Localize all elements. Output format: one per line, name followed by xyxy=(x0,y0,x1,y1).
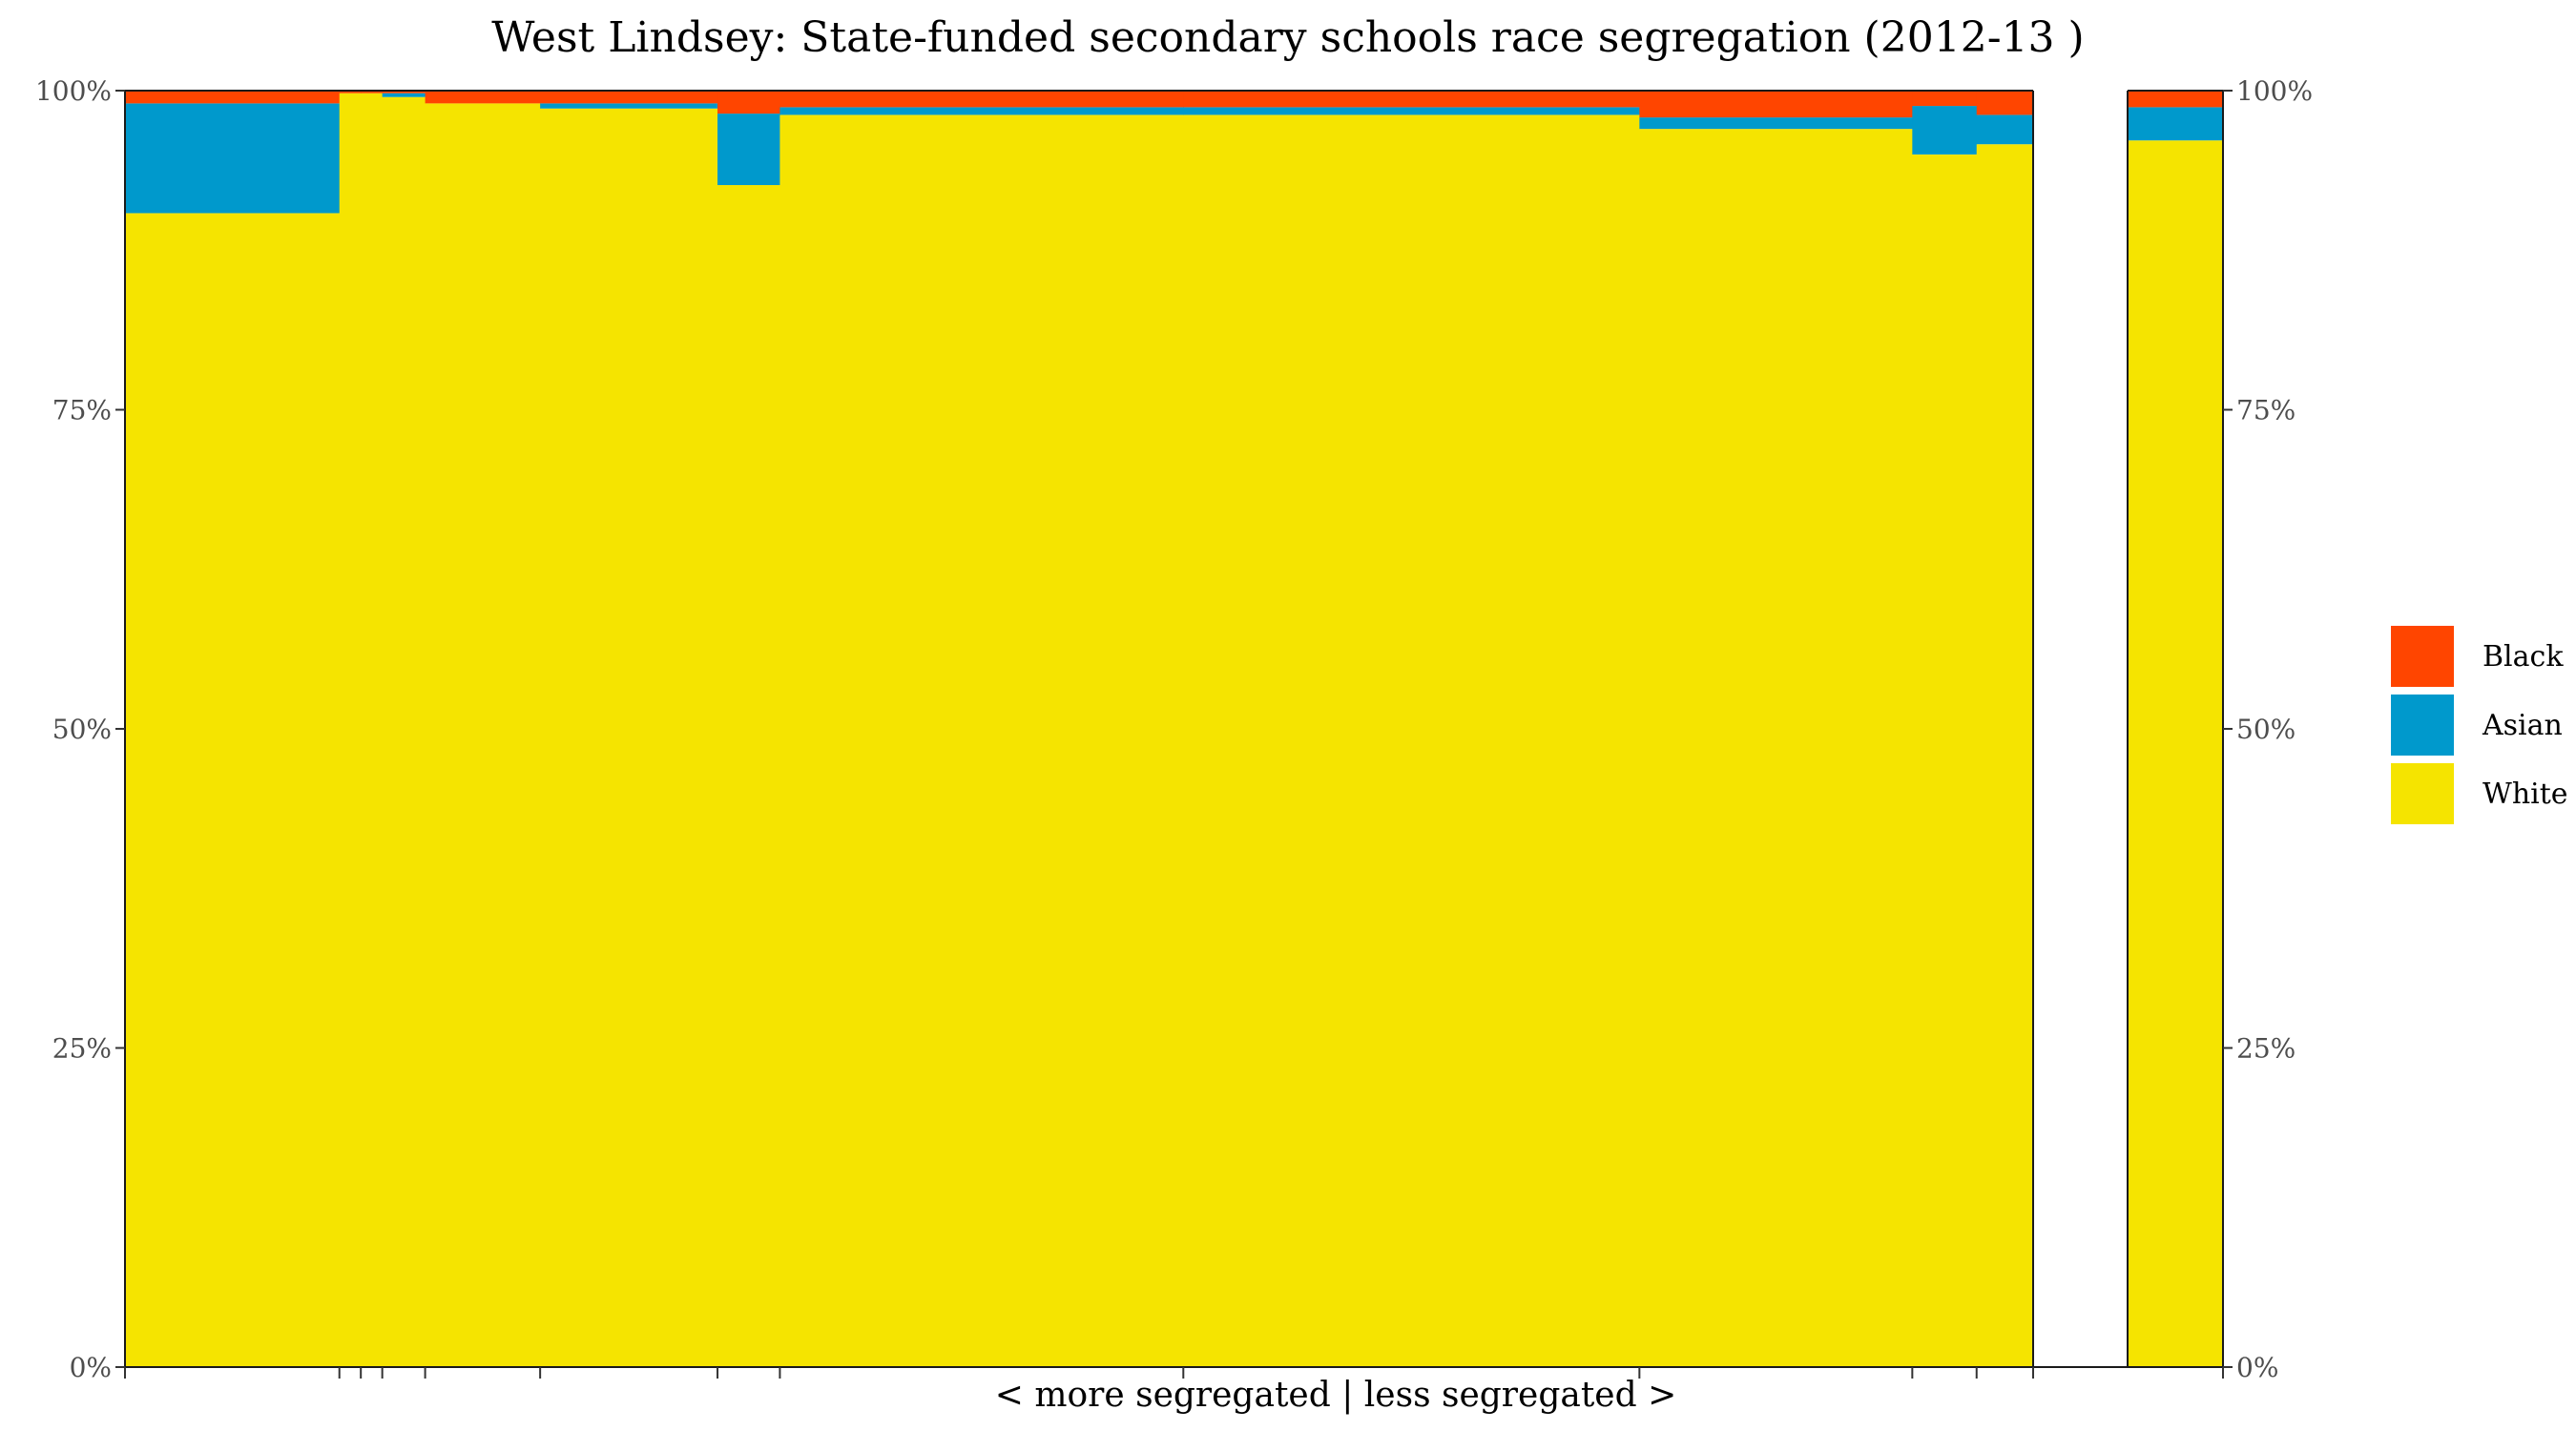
bar-black-school-4 xyxy=(382,91,426,93)
bar-white-school-9 xyxy=(1183,114,1640,1367)
y-tick-label-right: 25% xyxy=(2236,1033,2296,1065)
bar-white-school-1 xyxy=(125,213,341,1367)
bar-black-school-8 xyxy=(779,91,1184,108)
y-tick-label-left: 50% xyxy=(52,714,112,745)
bar-asian-school-1 xyxy=(125,103,341,214)
y-axis-left: 0% 25% 50% 75% 100% xyxy=(35,75,125,1383)
y-axis-right: 0% 25% 50% 75% 100% xyxy=(2223,75,2313,1383)
bar-black-school-7 xyxy=(717,91,781,114)
bar-black-school-3 xyxy=(361,91,384,93)
bar-asian-school-12 xyxy=(1976,114,2034,145)
bar-white-school-7 xyxy=(717,185,781,1368)
bar-black-school-6 xyxy=(540,91,718,104)
axes xyxy=(124,90,2224,1368)
bar-white-school-11 xyxy=(1912,154,1978,1367)
bar-white-school-2 xyxy=(339,93,362,1367)
legend-swatch-white xyxy=(2391,763,2454,824)
y-tick-label-left: 0% xyxy=(70,1352,112,1383)
bar-black-school-1 xyxy=(125,91,341,104)
x-axis-ticks xyxy=(124,1367,2224,1379)
bar-white-school-5 xyxy=(425,103,541,1367)
bar-black-school-11 xyxy=(1912,91,1978,107)
bar-white-school-8 xyxy=(779,114,1184,1367)
legend: Black Asian White xyxy=(2391,626,2568,824)
legend-swatch-asian xyxy=(2391,695,2454,756)
bar-asian-school-4 xyxy=(382,93,426,97)
legend-label-white: White xyxy=(2483,778,2568,811)
bar-asian-total xyxy=(2128,107,2223,141)
bar-white-school-6 xyxy=(540,108,718,1367)
bar-asian-school-7 xyxy=(717,114,781,186)
bar-asian-school-11 xyxy=(1912,106,1978,155)
bar-white-school-10 xyxy=(1639,129,1913,1367)
bar-asian-school-10 xyxy=(1639,117,1913,130)
legend-label-black: Black xyxy=(2483,640,2564,674)
bar-white-school-3 xyxy=(361,93,384,1367)
y-tick-label-left: 100% xyxy=(35,75,112,107)
bars-main xyxy=(125,91,2034,1368)
y-tick-label-right: 100% xyxy=(2236,75,2313,107)
bar-black-school-9 xyxy=(1183,91,1640,108)
bar-asian-school-6 xyxy=(540,103,718,109)
chart-title: West Lindsey: State-funded secondary sch… xyxy=(491,13,2084,62)
y-tick-label-right: 0% xyxy=(2236,1352,2278,1383)
y-tick-label-left: 25% xyxy=(52,1033,112,1065)
bar-black-school-2 xyxy=(339,91,362,93)
bar-white-total xyxy=(2128,140,2223,1367)
bar-asian-school-8 xyxy=(779,107,1184,115)
y-tick-label-left: 75% xyxy=(52,395,112,426)
bar-white-school-12 xyxy=(1976,144,2034,1367)
bar-white-school-4 xyxy=(382,96,426,1368)
bars-total xyxy=(2128,91,2223,1367)
bar-black-school-5 xyxy=(425,91,541,104)
y-tick-label-right: 75% xyxy=(2236,395,2296,426)
bar-black-school-10 xyxy=(1639,91,1913,118)
bar-black-school-12 xyxy=(1976,91,2034,115)
bar-asian-school-9 xyxy=(1183,107,1640,115)
y-tick-label-right: 50% xyxy=(2236,714,2296,745)
bar-black-total xyxy=(2128,91,2223,108)
legend-label-asian: Asian xyxy=(2482,709,2563,742)
x-axis-label: < more segregated | less segregated > xyxy=(995,1376,1677,1415)
legend-swatch-black xyxy=(2391,626,2454,687)
